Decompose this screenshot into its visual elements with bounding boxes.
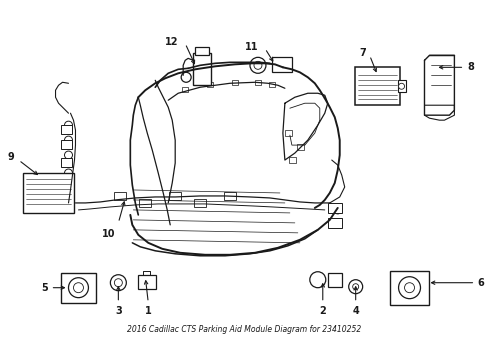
- Bar: [182, 87, 188, 92]
- Text: 11: 11: [244, 42, 258, 52]
- Circle shape: [64, 121, 72, 129]
- Bar: [61, 273, 96, 303]
- Bar: [169, 192, 181, 200]
- Bar: [288, 157, 295, 163]
- Text: 3: 3: [115, 306, 122, 316]
- Circle shape: [68, 278, 88, 298]
- Bar: [195, 48, 209, 55]
- Circle shape: [404, 283, 414, 293]
- Text: 12: 12: [164, 37, 178, 48]
- Text: 8: 8: [467, 62, 473, 72]
- Circle shape: [398, 277, 420, 299]
- Circle shape: [309, 272, 325, 288]
- Bar: [389, 271, 428, 305]
- Bar: [271, 57, 291, 72]
- Text: 2016 Cadillac CTS Parking Aid Module Diagram for 23410252: 2016 Cadillac CTS Parking Aid Module Dia…: [126, 325, 360, 334]
- Circle shape: [64, 136, 72, 144]
- Bar: [296, 144, 303, 150]
- Text: 1: 1: [144, 306, 151, 316]
- Circle shape: [73, 283, 83, 293]
- Bar: [193, 53, 211, 85]
- Bar: [194, 199, 205, 207]
- Text: 9: 9: [8, 152, 15, 162]
- Bar: [224, 192, 236, 200]
- Text: 2: 2: [319, 306, 325, 316]
- Text: 4: 4: [351, 306, 358, 316]
- Bar: [327, 273, 341, 287]
- Circle shape: [110, 275, 126, 291]
- Bar: [61, 140, 72, 149]
- Circle shape: [333, 206, 341, 214]
- Circle shape: [253, 61, 262, 69]
- Text: 5: 5: [41, 283, 47, 293]
- Bar: [139, 199, 151, 207]
- Text: 7: 7: [358, 48, 365, 58]
- Bar: [285, 130, 291, 136]
- Circle shape: [352, 284, 358, 290]
- Text: 10: 10: [102, 229, 115, 239]
- Circle shape: [181, 72, 191, 82]
- Bar: [114, 192, 126, 200]
- Circle shape: [348, 280, 362, 294]
- Bar: [327, 218, 341, 228]
- Circle shape: [64, 169, 72, 177]
- Bar: [61, 158, 72, 167]
- Bar: [138, 275, 156, 289]
- Bar: [232, 80, 238, 85]
- Bar: [254, 80, 261, 85]
- Bar: [22, 173, 74, 213]
- Bar: [268, 82, 274, 87]
- Text: 6: 6: [476, 278, 483, 288]
- Circle shape: [114, 279, 122, 287]
- Circle shape: [398, 83, 404, 89]
- Circle shape: [64, 183, 72, 191]
- Bar: [354, 67, 399, 105]
- Bar: [207, 82, 213, 87]
- Bar: [327, 203, 341, 213]
- Bar: [61, 125, 72, 134]
- Bar: [397, 80, 405, 92]
- Circle shape: [249, 57, 265, 73]
- Circle shape: [64, 151, 72, 159]
